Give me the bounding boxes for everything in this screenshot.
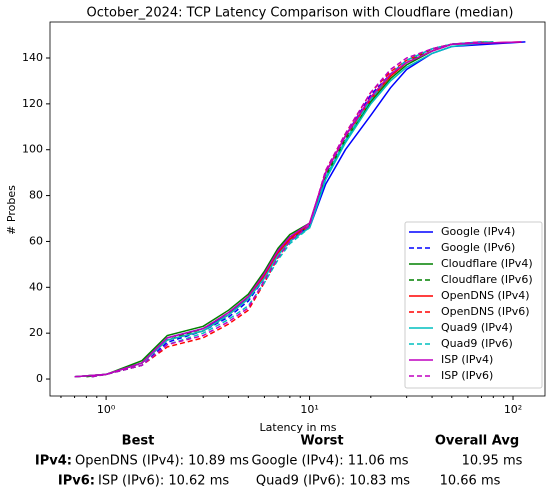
column-header: Best bbox=[122, 434, 155, 449]
cell: ISP (IPv6): 10.62 ms bbox=[98, 474, 229, 489]
cell: 10.95 ms bbox=[462, 454, 523, 469]
series-line bbox=[91, 41, 482, 378]
row-label: IPv4: bbox=[35, 454, 72, 469]
x-tick-label: 10¹ bbox=[300, 403, 318, 416]
chart-title: October_2024: TCP Latency Comparison wit… bbox=[87, 6, 514, 21]
legend-label: OpenDNS (IPv6) bbox=[441, 305, 530, 318]
cell: 10.66 ms bbox=[440, 474, 501, 489]
y-tick-label: 20 bbox=[29, 326, 43, 339]
y-tick-label: 40 bbox=[29, 280, 43, 293]
cell: OpenDNS (IPv4): 10.89 ms bbox=[75, 454, 249, 469]
series-line bbox=[74, 41, 522, 378]
legend-label: ISP (IPv6) bbox=[441, 369, 493, 382]
y-tick-label: 80 bbox=[29, 189, 43, 202]
x-tick-label: 10⁰ bbox=[97, 403, 116, 416]
legend-label: Cloudflare (IPv6) bbox=[441, 273, 533, 286]
y-tick-label: 120 bbox=[22, 97, 43, 110]
legend-label: Google (IPv6) bbox=[441, 241, 515, 254]
x-axis-label: Latency in ms bbox=[260, 421, 337, 434]
legend-box bbox=[404, 221, 543, 389]
legend-label: Quad9 (IPv4) bbox=[441, 321, 513, 334]
y-tick-label: 60 bbox=[29, 234, 43, 247]
column-header: Worst bbox=[300, 434, 343, 449]
y-axis-label: # Probes bbox=[5, 185, 18, 235]
y-tick-label: 0 bbox=[36, 372, 43, 385]
cell: Quad9 (IPv6): 10.83 ms bbox=[256, 474, 410, 489]
legend-label: OpenDNS (IPv4) bbox=[441, 289, 530, 302]
cell: Google (IPv4): 11.06 ms bbox=[251, 454, 408, 469]
legend-label: Google (IPv4) bbox=[441, 225, 515, 238]
legend-label: ISP (IPv4) bbox=[441, 353, 493, 366]
column-header: Overall Avg bbox=[435, 434, 519, 449]
plot-frame bbox=[49, 21, 546, 397]
y-tick-label: 100 bbox=[22, 143, 43, 156]
series-line bbox=[91, 41, 482, 378]
legend-label: Cloudflare (IPv4) bbox=[441, 257, 533, 270]
y-tick-label: 140 bbox=[22, 51, 43, 64]
summary-table: Best Worst Overall Avg IPv4: OpenDNS (IP… bbox=[35, 434, 523, 489]
legend-label: Quad9 (IPv6) bbox=[441, 337, 513, 350]
series-line bbox=[74, 41, 494, 378]
x-tick-label: 10² bbox=[504, 403, 522, 416]
row-label: IPv6: bbox=[58, 474, 95, 489]
